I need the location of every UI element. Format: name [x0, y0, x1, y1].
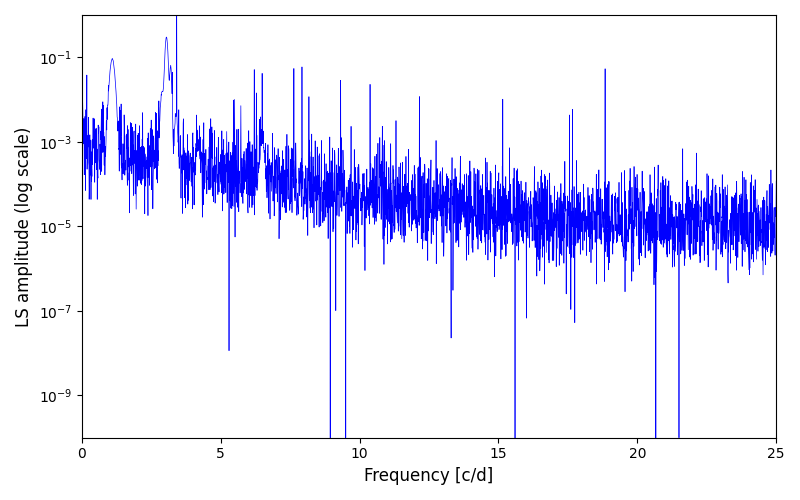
Y-axis label: LS amplitude (log scale): LS amplitude (log scale) [15, 126, 33, 326]
X-axis label: Frequency [c/d]: Frequency [c/d] [364, 467, 494, 485]
